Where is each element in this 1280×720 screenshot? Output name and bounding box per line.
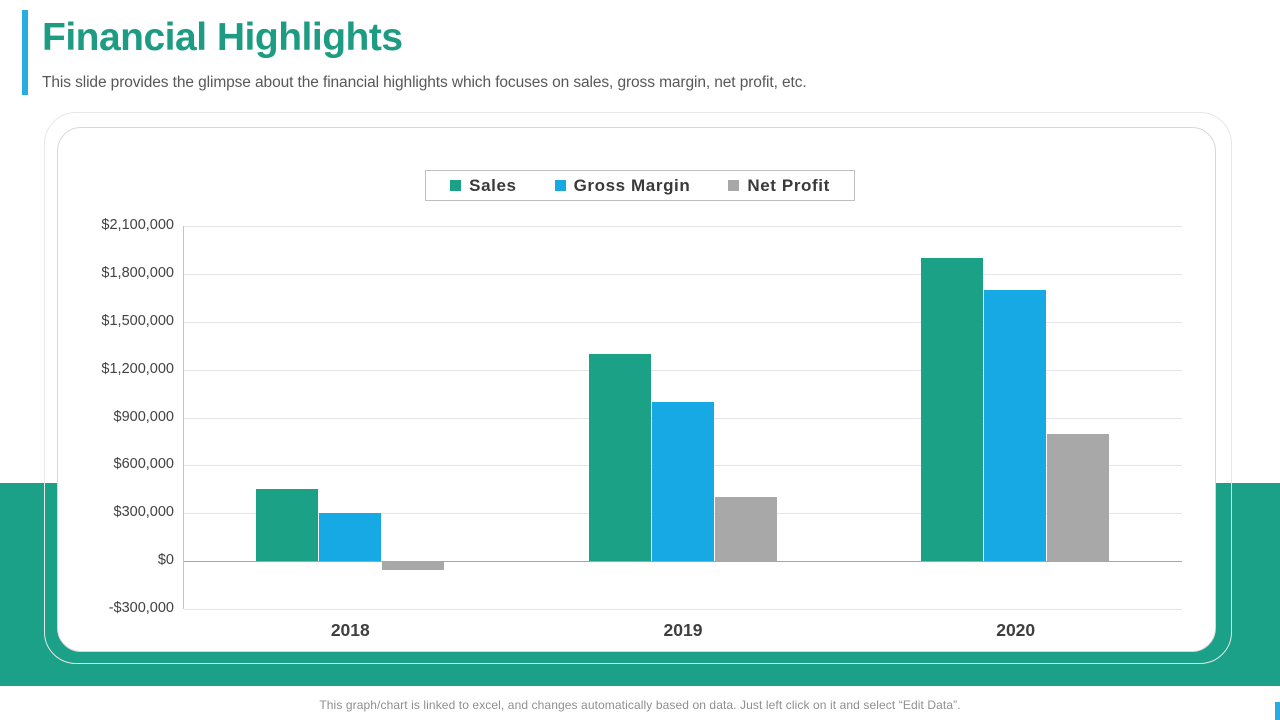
legend-swatch-icon (728, 180, 740, 191)
chart-card-outline (44, 112, 1232, 664)
page-subtitle: This slide provides the glimpse about th… (42, 74, 807, 91)
corner-accent-bar (1275, 702, 1280, 720)
gridline (184, 609, 1182, 610)
bar-sales-2020[interactable] (921, 257, 984, 562)
bar-gross-margin-2020[interactable] (984, 289, 1047, 562)
y-axis-tick-label: -$300,000 (108, 600, 174, 616)
x-axis-category-label: 2019 (663, 620, 703, 640)
footer-note: This graph/chart is linked to excel, and… (319, 698, 961, 712)
chart-legend: Sales Gross Margin Net Profit (425, 170, 855, 201)
bar-gross-margin-2018[interactable] (318, 513, 381, 562)
legend-label: Gross Margin (573, 175, 691, 195)
gridline (184, 321, 1182, 323)
page-title: Financial Highlights (42, 16, 403, 59)
x-axis-category-label: 2020 (996, 620, 1036, 640)
gridline (184, 369, 1182, 371)
legend-item-sales: Sales (450, 176, 516, 196)
bar-net-profit-2019[interactable] (714, 497, 777, 562)
legend-label: Net Profit (747, 175, 830, 195)
bar-net-profit-2020[interactable] (1047, 433, 1110, 562)
title-accent-bar (22, 10, 28, 95)
y-axis-tick-label: $600,000 (113, 456, 174, 473)
y-axis-tick-label: $0 (157, 552, 174, 569)
legend-item-gross-margin: Gross Margin (554, 175, 691, 196)
chart-card[interactable]: Sales Gross Margin Net Profit $2,100,000 $1… (57, 127, 1216, 652)
y-axis-tick-label: $1,200,000 (101, 360, 174, 377)
y-axis-tick-label: $1,500,000 (101, 312, 174, 329)
bar-gross-margin-2019[interactable] (651, 401, 714, 562)
y-axis-tick-label: $1,800,000 (101, 264, 174, 281)
bar-sales-2019[interactable] (588, 353, 651, 562)
gridline (184, 273, 1182, 275)
y-axis-tick-label: $900,000 (113, 408, 174, 425)
x-axis-zero-line (184, 561, 1182, 563)
plot-area: $2,100,000 $1,800,000 $1,500,000 $1,200,000… (101, 217, 1182, 640)
x-axis-category-label: 2018 (330, 620, 370, 640)
bar-sales-2018[interactable] (255, 489, 318, 562)
bar-net-profit-2018[interactable] (381, 562, 444, 571)
legend-label: Sales (469, 175, 517, 195)
y-axis-tick-label: $2,100,000 (101, 217, 174, 233)
y-axis-line (183, 226, 184, 609)
legend-item-net-profit: Net Profit (728, 176, 830, 196)
gridline (184, 226, 1182, 227)
legend-swatch-icon (450, 180, 462, 191)
y-axis-tick-label: $300,000 (113, 504, 174, 521)
legend-swatch-icon (554, 180, 566, 191)
